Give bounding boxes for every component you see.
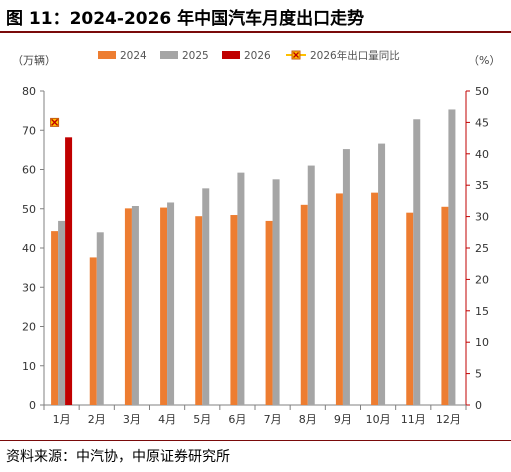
y-right-tick-label: 0	[475, 399, 482, 412]
svg-text:2026: 2026	[244, 50, 271, 62]
bar-2024	[300, 204, 308, 405]
legend-item-2026: 2026	[222, 50, 271, 62]
bar-2024	[89, 257, 97, 405]
y-right-tick-label: 50	[475, 85, 489, 98]
source-divider	[0, 440, 511, 441]
y-right-tick-label: 30	[475, 211, 489, 224]
y-left-tick-label: 10	[22, 360, 36, 373]
bar-2024	[124, 208, 132, 405]
x-tick-label: 10月	[366, 413, 391, 426]
y-right-tick-label: 35	[475, 179, 489, 192]
axes: 0 10 20 30 40 50 60 70 80 0 5 10 15 20 25 30 35 40 45 50 1月 2…	[22, 85, 489, 426]
bar-2025	[131, 206, 139, 405]
bar-2024	[160, 207, 168, 405]
y-left-tick-label: 80	[22, 85, 36, 98]
bar-2025	[272, 179, 280, 405]
y-right-tick-label: 25	[475, 242, 489, 255]
yoy-points	[50, 117, 60, 127]
bar-2025	[448, 109, 456, 405]
bar-2025	[58, 220, 66, 405]
bar-2024	[265, 220, 273, 405]
x-tick-label: 4月	[158, 413, 176, 426]
x-tick-label: 12月	[436, 413, 461, 426]
bar-2024	[406, 212, 414, 405]
bar-2025	[167, 202, 175, 405]
y-axis-right-unit: （%）	[468, 54, 500, 67]
bar-2025	[202, 188, 210, 405]
y-left-tick-label: 30	[22, 281, 36, 294]
y-left-tick-label: 40	[22, 242, 36, 255]
bars	[51, 109, 456, 405]
legend: 2024 2025 2026 2026年出口量同比	[98, 49, 400, 62]
source-note: 资料来源：中汽协，中原证券研究所	[6, 449, 230, 465]
y-left-tick-label: 50	[22, 203, 36, 216]
svg-text:2024: 2024	[120, 50, 147, 62]
svg-text:2026年出口量同比: 2026年出口量同比	[310, 49, 400, 62]
x-tick-label: 6月	[228, 413, 246, 426]
y-right-tick-label: 10	[475, 336, 489, 349]
bar-2025	[342, 149, 350, 405]
bar-2025	[413, 119, 421, 405]
x-tick-label: 3月	[123, 413, 141, 426]
x-tick-label: 11月	[401, 413, 426, 426]
legend-item-2024: 2024	[98, 50, 147, 62]
y-left-tick-label: 20	[22, 321, 36, 334]
svg-text:2025: 2025	[182, 50, 209, 62]
bar-2026	[65, 137, 73, 405]
y-right-tick-label: 15	[475, 305, 489, 318]
bar-2024	[51, 231, 59, 405]
x-tick-label: 5月	[193, 413, 211, 426]
bar-2024	[195, 216, 203, 405]
bar-2025	[237, 172, 245, 405]
x-tick-label: 1月	[53, 413, 71, 426]
x-tick-label: 2月	[88, 413, 106, 426]
y-axis-left-unit: （万辆）	[12, 53, 56, 67]
title-divider	[0, 31, 511, 33]
bar-2024	[441, 206, 449, 405]
y-left-tick-label: 70	[22, 124, 36, 137]
y-left-tick-label: 0	[29, 399, 36, 412]
bar-2024	[230, 215, 238, 405]
legend-item-2025: 2025	[160, 50, 209, 62]
x-tick-label: 7月	[264, 413, 282, 426]
y-right-tick-label: 5	[475, 368, 482, 381]
y-right-tick-label: 45	[475, 116, 489, 129]
chart-title: 图 11：2024-2026 年中国汽车月度出口走势	[6, 9, 365, 29]
x-tick-label: 8月	[299, 413, 317, 426]
yoy-point	[50, 117, 60, 127]
y-left-tick-label: 60	[22, 164, 36, 177]
bar-2024	[335, 193, 343, 405]
bar-2025	[307, 165, 315, 405]
y-right-tick-label: 40	[475, 148, 489, 161]
bar-2024	[371, 192, 379, 405]
x-tick-label: 9月	[334, 413, 352, 426]
y-right-tick-label: 20	[475, 273, 489, 286]
legend-item-2026年出口量同比: 2026年出口量同比	[286, 49, 400, 62]
bar-2025	[378, 143, 386, 405]
bar-2025	[96, 232, 104, 405]
